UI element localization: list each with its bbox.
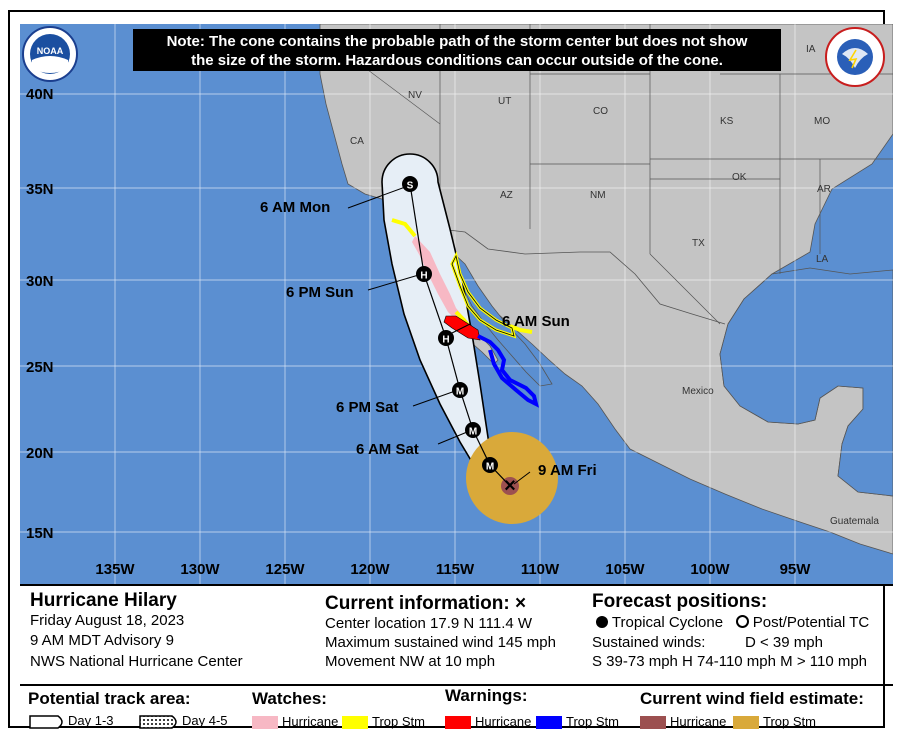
watches-title: Watches: [252, 689, 327, 708]
warnings-title: Warnings: [445, 686, 528, 705]
lat-label: 15N [26, 525, 54, 542]
track-area-title: Potential track area: [28, 689, 191, 708]
storm-date: Friday August 18, 2023 [30, 612, 185, 629]
label-6pm-sat: 6 PM Sat [336, 399, 399, 416]
noaa-logo: NOAA [22, 26, 78, 82]
current-position-icon: × [515, 593, 527, 614]
region-label-az: AZ [500, 190, 513, 201]
callout-lines [347, 185, 531, 485]
region-label-ia: IA [806, 44, 816, 55]
region-label-mo: MO [814, 116, 830, 127]
forecast-marker-6pm-sat: M [452, 382, 468, 398]
lat-label: 20N [26, 445, 54, 462]
advisory-time: 9 AM MDT Advisory 9 [30, 632, 174, 649]
center-location: Center location 17.9 N 111.4 W [325, 615, 533, 632]
note-line-1: Note: The cone contains the probable pat… [167, 33, 748, 50]
wind-field-title: Current wind field estimate: [640, 689, 864, 708]
region-label-co: CO [593, 106, 608, 117]
forecast-marker-6am-sat: M [465, 422, 481, 438]
graticule [20, 24, 893, 584]
region-label-ks: KS [720, 116, 734, 127]
label-9am-fri: 9 AM Fri [538, 462, 597, 479]
lat-label: 30N [26, 273, 54, 290]
forecast-marker-6am-sun: H [438, 330, 454, 346]
movement: Movement NW at 10 mph [325, 653, 496, 670]
lon-label: 95W [780, 561, 812, 578]
legend-hurricane-warning: Hurricane [445, 714, 531, 730]
region-label-tx: TX [692, 238, 705, 249]
us-mexico-border [404, 226, 726, 325]
forecast-marker-6pm-sun: H [416, 266, 432, 282]
label-6am-sat: 6 AM Sat [356, 441, 419, 458]
lon-label: 125W [265, 561, 305, 578]
note-box [133, 29, 781, 71]
current-position-marker: × [504, 475, 516, 497]
note-line-2: the size of the storm. Hazardous conditi… [191, 52, 723, 69]
svg-text:S: S [407, 181, 414, 192]
region-label-la: LA [816, 254, 829, 265]
region-label-ca: CA [350, 136, 364, 147]
day45-cone-icon [139, 714, 177, 729]
svg-text:M: M [486, 462, 494, 473]
lon-label: 135W [95, 561, 135, 578]
info-panel: Hurricane Hilary Friday August 18, 2023 … [20, 584, 893, 686]
lat-label: 25N [26, 359, 54, 376]
post-tc-icon [735, 615, 749, 628]
region-label-mexico: Mexico [682, 386, 714, 397]
label-6am-sun: 6 AM Sun [502, 313, 570, 330]
lon-label: 120W [350, 561, 390, 578]
legend-hurricane-wind: Hurricane [640, 714, 726, 730]
lat-label: 35N [26, 181, 54, 198]
hurricane-watch-area [412, 236, 464, 322]
legend-hurricane-watch: Hurricane [252, 714, 338, 730]
svg-text:M: M [469, 427, 477, 438]
svg-text:H: H [442, 335, 449, 346]
lon-label: 105W [605, 561, 645, 578]
legend-ts-wind: Trop Stm [733, 714, 816, 730]
legend-day45: Day 4-5 [138, 713, 228, 730]
region-label-ar: AR [817, 184, 831, 195]
gulf-of-mexico [719, 267, 893, 497]
lon-label: 115W [436, 561, 475, 578]
legend-ts-watch: Trop Stm [342, 714, 425, 730]
max-wind: Maximum sustained wind 145 mph [325, 634, 556, 651]
day13-cone-icon [29, 714, 63, 729]
wind-d-legend: D < 39 mph [745, 634, 823, 651]
forecast-marker-m1: M [482, 457, 498, 473]
label-6pm-sun: 6 PM Sun [286, 284, 354, 301]
tropical-cyclone-icon [596, 616, 608, 628]
track-map: M M M H H S × 9 AM Fri 6 AM Sat 6 PM Sat [20, 24, 893, 584]
region-label-ut: UT [498, 96, 511, 107]
legend-day13: Day 1-3 [28, 713, 114, 730]
lon-label: 110W [521, 561, 560, 578]
forecast-positions-title: Forecast positions: [592, 591, 768, 612]
label-6am-mon: 6 AM Mon [260, 199, 330, 216]
lat-label: 40N [26, 86, 54, 103]
svg-text:M: M [456, 387, 464, 398]
legend-ts-warning: Trop Stm [536, 714, 619, 730]
region-label-nm: NM [590, 190, 606, 201]
region-label-ok: OK [732, 172, 747, 183]
lon-label: 100W [690, 561, 730, 578]
issuing-center: NWS National Hurricane Center [30, 653, 243, 670]
forecast-marker-6am-mon: S [402, 176, 418, 192]
ts-warning-area [477, 334, 539, 408]
wind-shm-legend: S 39-73 mph H 74-110 mph M > 110 mph [592, 653, 868, 670]
legend-panel: Potential track area: Day 1-3 Day 4-5 Wa… [20, 684, 893, 740]
region-label-guatemala: Guatemala [830, 516, 879, 527]
storm-name: Hurricane Hilary [30, 590, 177, 611]
sustained-winds-label: Sustained winds: [592, 634, 706, 651]
graphic-frame: M M M H H S × 9 AM Fri 6 AM Sat 6 PM Sat [8, 10, 893, 730]
noaa-logo-text: NOAA [37, 46, 64, 56]
current-info-title: Current information: × [325, 593, 527, 614]
lon-label: 130W [180, 561, 220, 578]
nws-logo [825, 27, 885, 87]
forecast-symbol-legend: Tropical Cyclone Post/Potential TC [596, 614, 869, 631]
region-label-nv: NV [408, 90, 422, 101]
svg-text:H: H [420, 271, 427, 282]
